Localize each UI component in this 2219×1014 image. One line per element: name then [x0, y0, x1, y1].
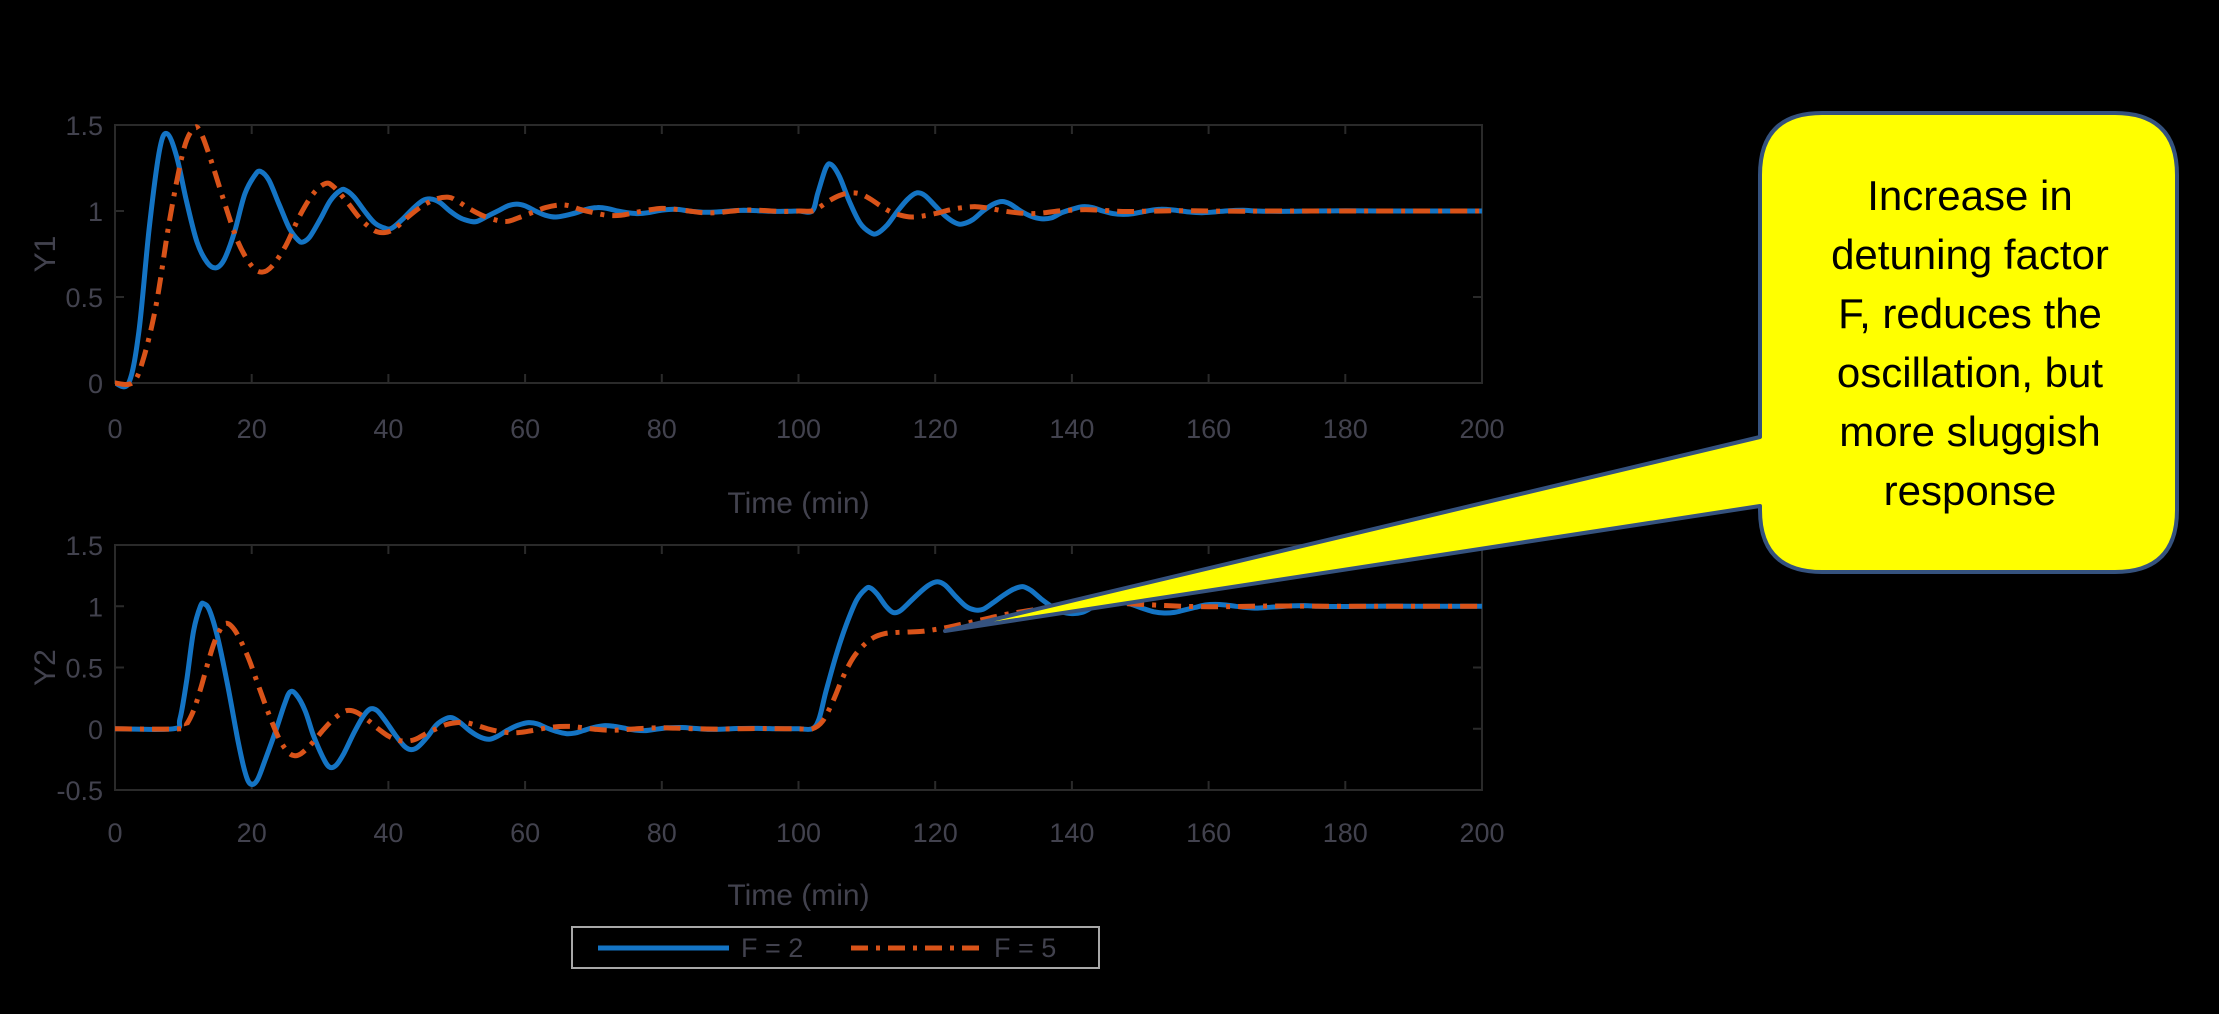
y1-x-tick-label: 200 [1459, 414, 1504, 444]
y2-y-tick-label: 0.5 [65, 654, 103, 684]
y1-x-tick-label: 0 [107, 414, 122, 444]
y2-x-tick-label: 120 [913, 818, 958, 848]
y2-series-f2-curve [114, 579, 1482, 787]
y1-y-tick-label: 1 [88, 197, 103, 227]
y2-x-tick-label: 60 [510, 818, 540, 848]
y1-x-tick-label: 120 [913, 414, 958, 444]
legend-label-f5: F = 5 [994, 933, 1056, 963]
y1-x-tick-label: 20 [237, 414, 267, 444]
y2-y-tick-label: 1 [88, 592, 103, 622]
y2-ylabel: Y2 [29, 649, 62, 686]
y1-x-tick-label: 60 [510, 414, 540, 444]
y2-y-tick-label: -0.5 [56, 776, 103, 806]
y2-xlabel: Time (min) [727, 879, 869, 912]
legend-box [571, 926, 1100, 969]
y1-y-tick-label: 0 [88, 369, 103, 399]
y2-x-tick-label: 0 [107, 818, 122, 848]
callout-balloon [943, 111, 2179, 633]
y1-x-tick-label: 160 [1186, 414, 1231, 444]
y2-y-tick-label: 0 [88, 715, 103, 745]
y2-series-f5-curve [114, 601, 1482, 759]
y2-x-tick-label: 40 [373, 818, 403, 848]
y2-x-tick-label: 100 [776, 818, 821, 848]
y1-xlabel: Time (min) [727, 487, 869, 520]
y2-x-tick-label: 80 [647, 818, 677, 848]
y1-axis-box [114, 124, 1483, 384]
y2-y-tick-label: 1.5 [65, 531, 103, 561]
y2-x-tick-label: 200 [1459, 818, 1504, 848]
y1-x-tick-label: 40 [373, 414, 403, 444]
y1-y-tick-label: 0.5 [65, 283, 103, 313]
y1-x-tick-label: 80 [647, 414, 677, 444]
y2-x-tick-label: 160 [1186, 818, 1231, 848]
y1-series-f5-curve [114, 124, 1482, 387]
y1-x-tick-label: 100 [776, 414, 821, 444]
y1-series-f2-curve [114, 130, 1482, 390]
y2-x-tick-label: 180 [1323, 818, 1368, 848]
y1-y-tick-label: 1.5 [65, 111, 103, 141]
y1-ylabel: Y1 [29, 236, 62, 273]
legend-label-f2: F = 2 [741, 933, 803, 963]
y1-x-tick-label: 140 [1049, 414, 1094, 444]
y2-x-tick-label: 20 [237, 818, 267, 848]
callout-text: Increase in detuning factor F, reduces t… [1831, 172, 2109, 514]
y1-x-tick-label: 180 [1323, 414, 1368, 444]
y2-x-tick-label: 140 [1049, 818, 1094, 848]
